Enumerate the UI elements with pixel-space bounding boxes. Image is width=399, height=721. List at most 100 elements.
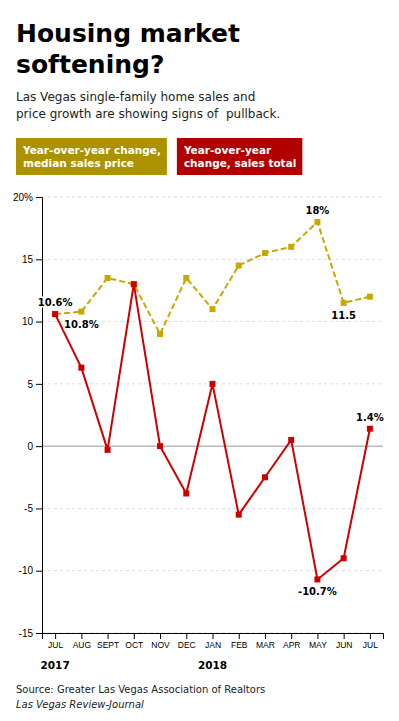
chart: Housing marketsoftening? Las Vegas single… (0, 0, 399, 721)
series-marker (157, 331, 163, 337)
series-marker (262, 474, 268, 480)
x-axis: JUL AUG SEPT OCT NOV DEC JAN FEB MAR APR MAY JUN JUL (43, 633, 384, 650)
y-tick: 10 (22, 316, 42, 327)
x-tick-label: APR (283, 640, 300, 650)
x-tick-label: DEC (178, 640, 196, 650)
x-tick-label: JUL (48, 640, 63, 650)
y-tick-label: -10 (19, 565, 34, 576)
series-marker (288, 437, 294, 443)
x-tick-mark (160, 633, 161, 639)
subtitle: Las Vegas single-family home sales and pr… (16, 90, 280, 121)
y-tick-mark (36, 633, 42, 634)
series-marker (314, 219, 320, 225)
series-marker (78, 365, 84, 371)
x-tick-label: NOV (151, 640, 170, 650)
series-marker (367, 426, 373, 432)
y-tick-mark (36, 508, 42, 509)
y-tick-label: 0 (27, 441, 33, 452)
y-tick: 20% (13, 192, 42, 203)
x-tick-mark (108, 633, 109, 639)
series-marker (210, 306, 216, 312)
legend-item: Year-over-yearchange, sales total (177, 138, 302, 175)
value-labels: 10.8%18%11.510.6%-10.7%1.4% (38, 205, 384, 598)
legend-label-line: change, sales total (184, 157, 296, 169)
legend-label-line: Year-over-year (183, 144, 272, 156)
y-tick: -5 (24, 503, 42, 514)
value-label: 18% (305, 205, 329, 216)
x-tick-mark (134, 633, 135, 639)
x-tick-mark (81, 633, 82, 639)
y-tick-mark (36, 322, 42, 323)
x-tick-mark (344, 633, 345, 639)
y-tick-mark (36, 571, 42, 572)
series-marker (341, 300, 347, 306)
x-tick-mark (317, 633, 318, 639)
source: Source: Greater Las Vegas Association of… (16, 684, 265, 695)
series-marker (183, 490, 189, 496)
x-tick-label: JAN (205, 640, 221, 650)
value-label: -10.7% (298, 586, 337, 597)
series-group (52, 219, 373, 583)
source: Las Vegas Review-Journal (16, 699, 144, 710)
series-marker (183, 275, 189, 281)
y-tick-label: -5 (24, 503, 33, 514)
subtitle-line: price growth are showing signs of pullba… (16, 107, 280, 121)
legend-label: Year-over-yearchange, sales total (183, 144, 296, 169)
x-tick-mark (55, 633, 56, 639)
series-line (55, 222, 370, 334)
grid-line (42, 259, 383, 260)
series-marker (157, 443, 163, 449)
grid-line (42, 508, 383, 509)
x-tick-mark (213, 633, 214, 639)
x-tick-mark (186, 633, 187, 639)
x-tick-label: MAY (309, 640, 327, 650)
x-tick: AUG (73, 633, 91, 650)
subtitle-line: Las Vegas single-family home sales and (16, 90, 255, 104)
x-tick: JUN (336, 633, 353, 650)
y-tick-mark (36, 197, 42, 198)
y-tick: 5 (27, 379, 42, 390)
series-marker (105, 447, 111, 453)
series-marker (131, 281, 137, 287)
y-tick-mark (36, 259, 42, 260)
legend-box (16, 138, 167, 175)
y-tick: -15 (19, 628, 42, 639)
x-tick: MAY (309, 633, 327, 650)
x-tick: APR (283, 633, 300, 650)
series-marker (341, 555, 347, 561)
title-line: Housing market (16, 19, 240, 48)
title-line: softening? (16, 50, 164, 79)
x-tick: JUL (48, 633, 63, 650)
legend-item: Year-over-year change,median sales price (16, 138, 167, 175)
x-tick: FEB (231, 633, 248, 650)
x-axis-line (43, 634, 384, 640)
series-marker (105, 275, 111, 281)
annotation: 2018 (198, 659, 227, 671)
series-marker (210, 381, 216, 387)
y-tick-label: 10 (22, 316, 34, 327)
series-marker (52, 311, 58, 317)
value-label: 11.5 (331, 310, 356, 321)
x-tick: JUL (363, 633, 378, 650)
x-tick-label: JUN (336, 640, 353, 650)
x-tick-mark (265, 633, 266, 639)
series-line (55, 284, 370, 579)
value-label: 1.4% (356, 412, 384, 423)
x-tick: JAN (205, 633, 221, 650)
series-marker (367, 294, 373, 300)
y-axis: -15-10-505101520% (13, 192, 43, 639)
x-tick-label: FEB (231, 640, 248, 650)
grid-line (42, 446, 383, 447)
series-marker (52, 311, 58, 317)
x-tick-label: SEPT (97, 640, 119, 650)
x-tick: MAR (256, 633, 275, 650)
x-tick-label: OCT (125, 640, 143, 650)
y-tick-label: 5 (27, 379, 33, 390)
x-tick-label: JUL (363, 640, 378, 650)
annotation: 2017 (40, 659, 69, 671)
value-label: 10.8% (64, 319, 99, 330)
x-tick: DEC (178, 633, 196, 650)
x-tick: OCT (125, 633, 143, 650)
x-tick-label: AUG (73, 640, 91, 650)
y-tick-mark (36, 384, 42, 385)
